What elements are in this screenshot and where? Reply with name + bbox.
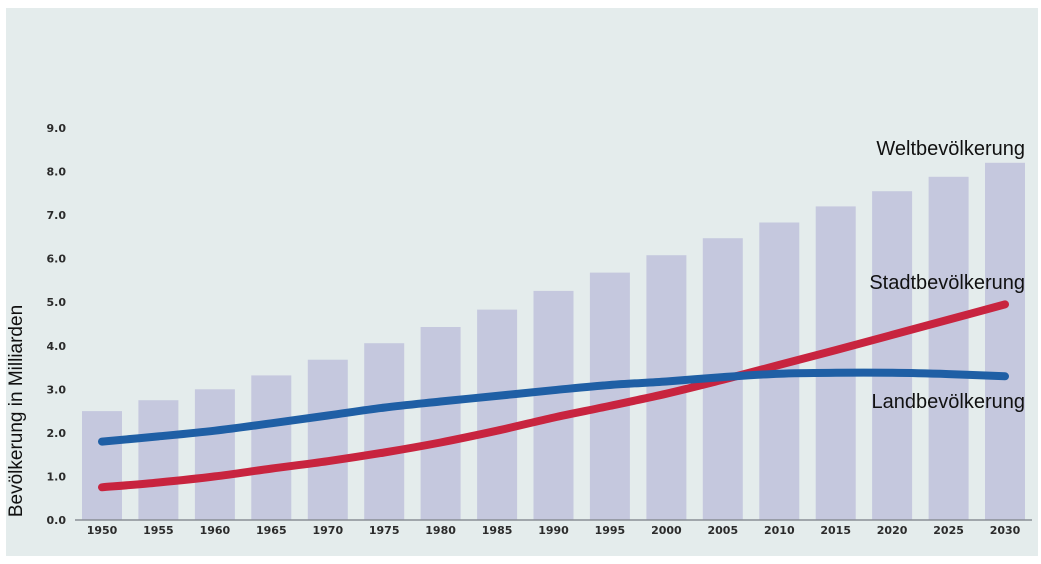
bar-1965: [251, 375, 292, 520]
x-tick-label: 1970: [312, 524, 343, 537]
x-tick-label: 2010: [764, 524, 795, 537]
bar-2030: [985, 162, 1025, 521]
x-tick-label: 1985: [482, 524, 513, 537]
x-tick-label: 2030: [990, 524, 1021, 537]
x-tick-label: 1960: [200, 524, 231, 537]
y-tick-label: 2.0: [47, 427, 67, 440]
bar-1985: [477, 309, 518, 520]
y-tick-label: 1.0: [47, 470, 67, 483]
x-tick-label: 1965: [256, 524, 287, 537]
rural-population-line: [98, 368, 1009, 446]
series-label-stadtbevoelkerung: Stadtbevölkerung: [869, 272, 1025, 294]
bar-2015: [815, 206, 856, 520]
bar-2025: [928, 176, 969, 521]
series-labels: Weltbevölkerung Stadtbevölkerung Landbev…: [869, 138, 1025, 413]
bar-2020: [872, 191, 913, 520]
bar-1960: [194, 389, 235, 520]
bar-1990: [533, 290, 574, 520]
bar-1980: [420, 327, 461, 520]
y-tick-label: 6.0: [47, 253, 67, 266]
x-tick-label: 1955: [143, 524, 174, 537]
y-tick-label: 5.0: [47, 296, 67, 309]
series-label-weltbevoelkerung: Weltbevölkerung: [876, 138, 1025, 160]
line-series: [98, 300, 1009, 492]
bar-1975: [364, 343, 405, 520]
x-tick-label: 1990: [538, 524, 569, 537]
x-tick-label: 2025: [933, 524, 964, 537]
urban-population-line: [98, 300, 1009, 492]
y-axis-label: Bevölkerung in Milliarden: [6, 305, 27, 517]
y-tick-label: 8.0: [47, 166, 67, 179]
x-tick-label: 1950: [87, 524, 118, 537]
y-tick-label: 7.0: [47, 209, 67, 222]
bar-1950: [82, 411, 122, 520]
y-tick-label: 0.0: [47, 514, 67, 527]
bar-1970: [307, 359, 348, 520]
bar-series: [82, 162, 1025, 521]
x-tick-label: 2020: [877, 524, 908, 537]
x-tick-label: 1995: [595, 524, 626, 537]
bar-1995: [589, 272, 630, 520]
y-tick-label: 9.0: [47, 122, 67, 135]
y-tick-label: 4.0: [47, 340, 67, 353]
x-tick-label: 2015: [820, 524, 851, 537]
x-tick-label: 2005: [707, 524, 738, 537]
x-tick-label: 1980: [425, 524, 456, 537]
x-tick-label: 2000: [651, 524, 682, 537]
series-label-landbevoelkerung: Landbevölkerung: [872, 391, 1025, 413]
bar-1955: [138, 400, 179, 520]
x-tick-label: 1975: [369, 524, 400, 537]
tick-labels: 0.0 1.0 2.0 3.0 4.0 5.0 6.0 7.0 8.0 9.0 1950 1955 19…: [47, 122, 1021, 537]
y-tick-label: 3.0: [47, 383, 67, 396]
